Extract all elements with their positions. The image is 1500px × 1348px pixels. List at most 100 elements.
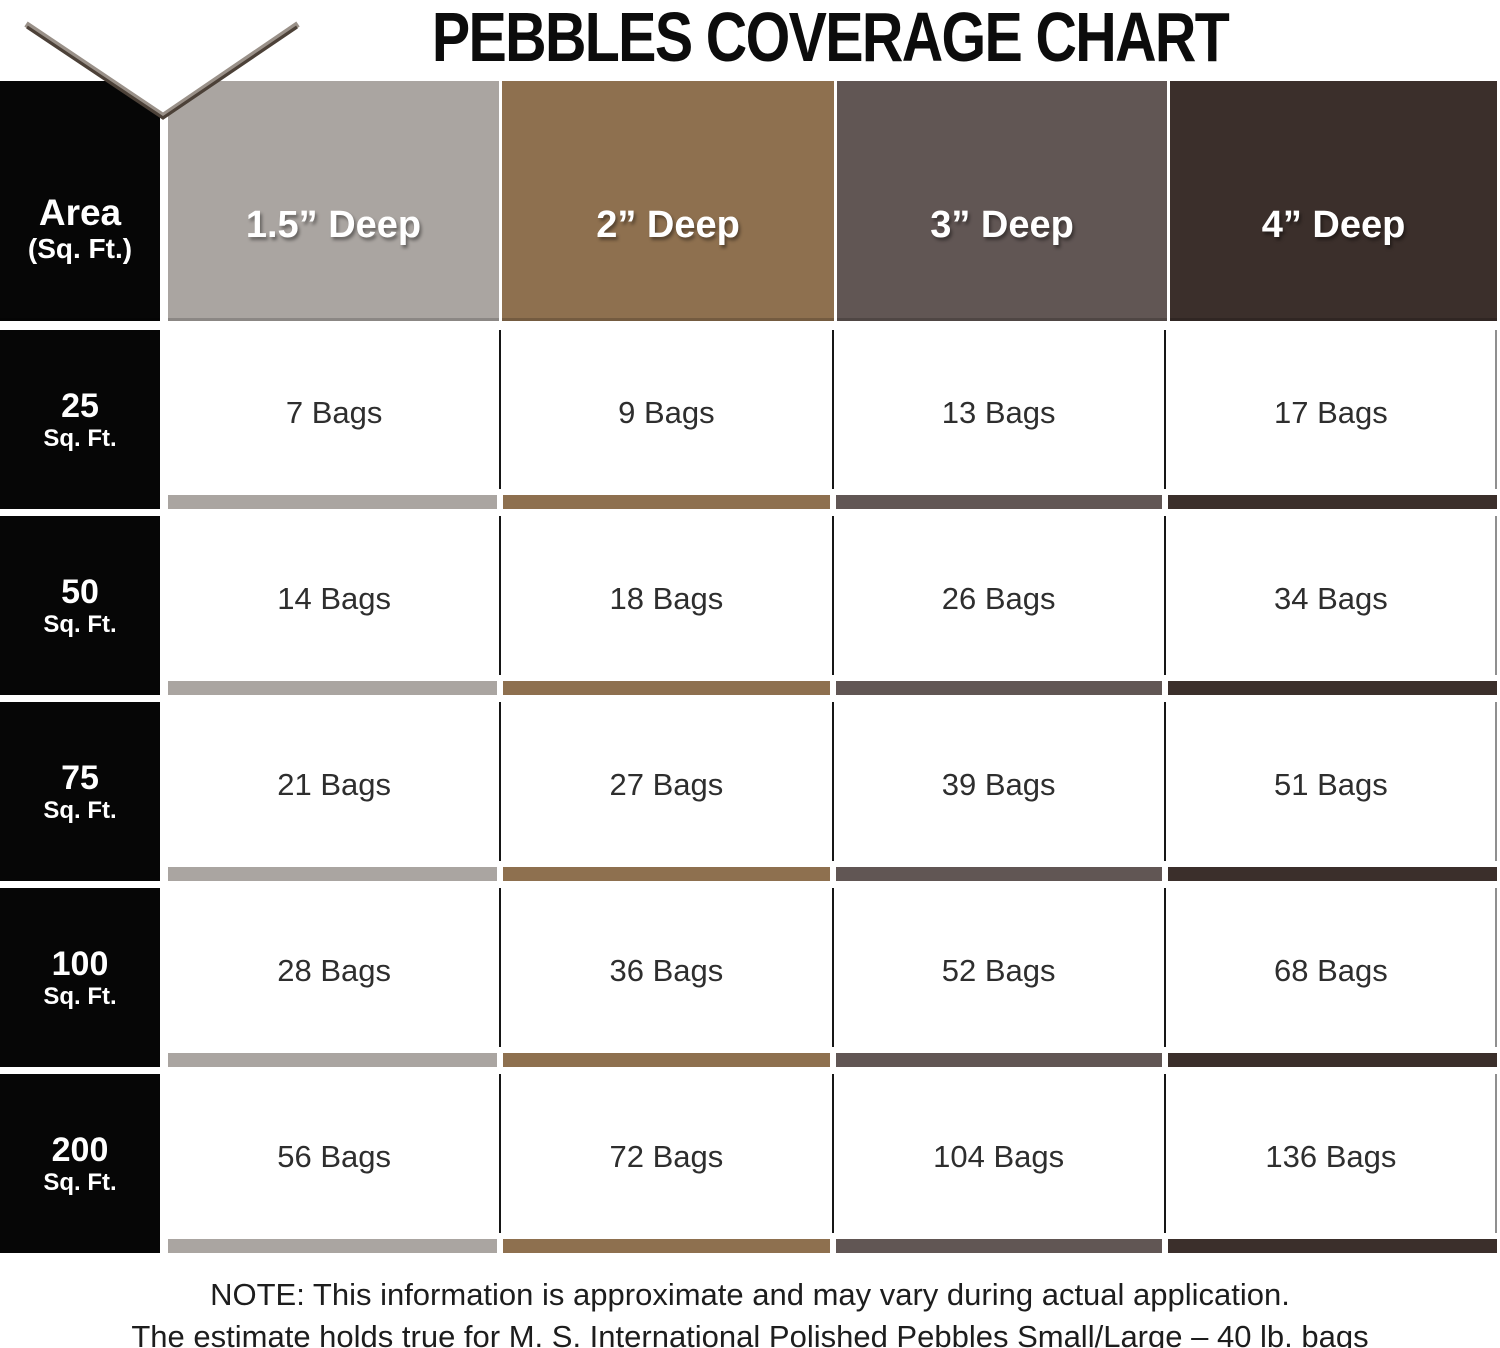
- column-divider: [499, 330, 502, 489]
- cell-50-4-deep: 34 Bags: [1165, 516, 1497, 695]
- cell-value: 17 Bags: [1273, 394, 1388, 430]
- cell-200-4-deep: 136 Bags: [1165, 1074, 1497, 1253]
- cell-25-4-deep: 17 Bags: [1165, 330, 1497, 509]
- column-header-3-deep: 3” Deep: [837, 81, 1167, 321]
- row-area-value: 75: [61, 758, 99, 797]
- cell-value: 21 Bags: [277, 766, 391, 802]
- cell-75-1-5-deep: 21 Bags: [168, 702, 500, 881]
- table-row-100: 100 Sq. Ft. 28 Bags 36 Bags 52 Bags 68 B…: [0, 888, 1500, 1067]
- cell-value: 136 Bags: [1265, 1138, 1397, 1174]
- table-right-edge: [1495, 330, 1497, 489]
- column-divider: [1163, 888, 1166, 1047]
- cell-50-1-5-deep: 14 Bags: [168, 516, 500, 695]
- cell-value: 26 Bags: [941, 580, 1056, 616]
- table-right-edge: [1495, 702, 1497, 861]
- coverage-bar: [835, 1053, 1162, 1067]
- coverage-bar: [835, 681, 1162, 695]
- cell-value: 34 Bags: [1273, 580, 1388, 616]
- row-area-value: 50: [61, 572, 99, 611]
- column-divider: [499, 516, 502, 675]
- footer-note: NOTE: This information is approximate an…: [0, 1274, 1500, 1348]
- table-right-edge: [1495, 516, 1497, 675]
- coverage-bar: [835, 1239, 1162, 1253]
- cell-value: 36 Bags: [609, 952, 724, 988]
- column-header-4-deep: 4” Deep: [1170, 81, 1497, 321]
- cell-value: 18 Bags: [609, 580, 724, 616]
- coverage-bar: [503, 1053, 830, 1067]
- cell-200-1-5-deep: 56 Bags: [168, 1074, 500, 1253]
- footer-note-line1: NOTE: This information is approximate an…: [210, 1277, 1290, 1312]
- cell-value: 13 Bags: [941, 394, 1056, 430]
- row-label-100: 100 Sq. Ft.: [0, 888, 160, 1067]
- cell-value: 72 Bags: [609, 1138, 724, 1174]
- cell-value: 52 Bags: [941, 952, 1056, 988]
- coverage-bar: [1167, 867, 1497, 881]
- row-area-unit: Sq. Ft.: [43, 982, 117, 1010]
- coverage-bar: [168, 867, 498, 881]
- coverage-bar: [1167, 1239, 1497, 1253]
- cell-75-2-deep: 27 Bags: [500, 702, 832, 881]
- column-header-1-5-deep: 1.5” Deep: [168, 81, 499, 321]
- table-right-edge: [1495, 888, 1497, 1047]
- row-label-75: 75 Sq. Ft.: [0, 702, 160, 881]
- coverage-bar: [1167, 1053, 1497, 1067]
- cell-75-4-deep: 51 Bags: [1165, 702, 1497, 881]
- cell-100-3-deep: 52 Bags: [833, 888, 1165, 1067]
- cell-value: 28 Bags: [277, 952, 391, 988]
- cell-value: 68 Bags: [1273, 952, 1388, 988]
- cell-value: 7 Bags: [285, 394, 383, 430]
- cell-50-3-deep: 26 Bags: [833, 516, 1165, 695]
- row-cells: 56 Bags 72 Bags 104 Bags 136 Bags: [168, 1074, 1497, 1253]
- area-header-subtitle: (Sq. Ft.): [27, 233, 133, 264]
- cell-75-3-deep: 39 Bags: [833, 702, 1165, 881]
- column-divider: [1163, 330, 1166, 489]
- cell-25-2-deep: 9 Bags: [500, 330, 832, 509]
- column-divider: [831, 330, 834, 489]
- cell-value: 51 Bags: [1273, 766, 1388, 802]
- cell-200-2-deep: 72 Bags: [500, 1074, 832, 1253]
- cell-100-1-5-deep: 28 Bags: [168, 888, 500, 1067]
- coverage-bar: [835, 495, 1162, 509]
- page-title: PEBBLES COVERAGE CHART: [431, 0, 1230, 76]
- area-header-title: Area: [38, 192, 122, 233]
- cell-25-1-5-deep: 7 Bags: [168, 330, 500, 509]
- row-area-unit: Sq. Ft.: [43, 1168, 117, 1196]
- cell-value: 9 Bags: [618, 394, 715, 430]
- cell-value: 104 Bags: [933, 1138, 1065, 1174]
- column-divider: [499, 1074, 502, 1233]
- cell-value: 56 Bags: [277, 1138, 391, 1174]
- row-label-200: 200 Sq. Ft.: [0, 1074, 160, 1253]
- column-divider: [499, 888, 502, 1047]
- checkmark-decoration: [24, 21, 300, 120]
- table-right-edge: [1495, 1074, 1497, 1233]
- row-area-unit: Sq. Ft.: [43, 796, 117, 824]
- row-area-value: 100: [51, 944, 109, 983]
- table-row-75: 75 Sq. Ft. 21 Bags 27 Bags 39 Bags 51 Ba…: [0, 702, 1500, 881]
- coverage-bar: [168, 681, 498, 695]
- cell-50-2-deep: 18 Bags: [500, 516, 832, 695]
- cell-200-3-deep: 104 Bags: [833, 1074, 1165, 1253]
- column-divider: [1163, 516, 1166, 675]
- column-divider: [831, 1074, 834, 1233]
- column-divider: [499, 702, 502, 861]
- row-area-value: 25: [61, 386, 99, 425]
- cell-value: 27 Bags: [609, 766, 724, 802]
- row-label-25: 25 Sq. Ft.: [0, 330, 160, 509]
- cell-100-2-deep: 36 Bags: [500, 888, 832, 1067]
- row-area-unit: Sq. Ft.: [43, 424, 117, 452]
- table-row-200: 200 Sq. Ft. 56 Bags 72 Bags 104 Bags 136…: [0, 1074, 1500, 1253]
- cell-100-4-deep: 68 Bags: [1165, 888, 1497, 1067]
- column-divider: [1163, 1074, 1166, 1233]
- table-row-25: 25 Sq. Ft. 7 Bags 9 Bags 13 Bags 17 Bags: [0, 330, 1500, 509]
- coverage-bar: [503, 867, 830, 881]
- coverage-bar: [168, 495, 498, 509]
- column-divider: [831, 516, 834, 675]
- coverage-bar: [835, 867, 1162, 881]
- row-area-value: 200: [51, 1130, 109, 1169]
- column-header-2-deep: 2” Deep: [502, 81, 834, 321]
- cell-25-3-deep: 13 Bags: [833, 330, 1165, 509]
- row-cells: 14 Bags 18 Bags 26 Bags 34 Bags: [168, 516, 1497, 695]
- table-row-50: 50 Sq. Ft. 14 Bags 18 Bags 26 Bags 34 Ba…: [0, 516, 1500, 695]
- row-area-unit: Sq. Ft.: [43, 610, 117, 638]
